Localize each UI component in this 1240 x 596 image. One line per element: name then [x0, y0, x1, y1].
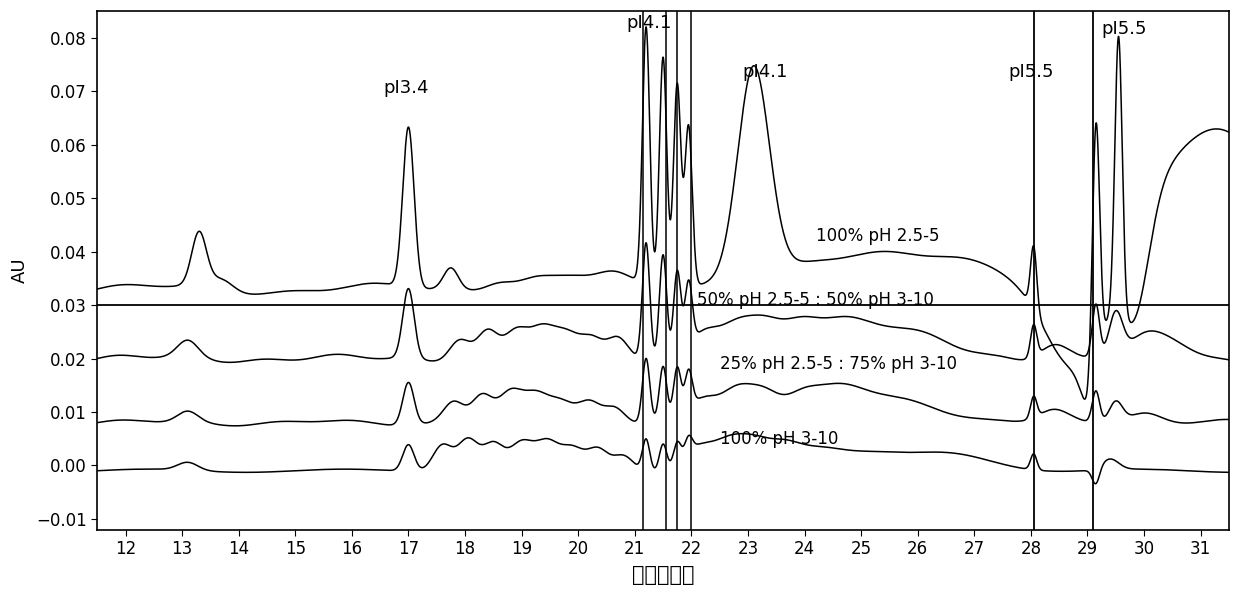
Text: 25% pH 2.5-5 : 75% pH 3-10: 25% pH 2.5-5 : 75% pH 3-10 [719, 355, 956, 373]
Text: 100% pH 2.5-5: 100% pH 2.5-5 [816, 226, 940, 244]
Text: pI3.4: pI3.4 [383, 79, 429, 97]
Text: pI5.5: pI5.5 [1008, 63, 1054, 80]
Y-axis label: AU: AU [11, 257, 29, 283]
Text: pI5.5: pI5.5 [1101, 20, 1147, 38]
Text: pI4.1: pI4.1 [626, 14, 672, 33]
Text: pI4.1: pI4.1 [743, 63, 787, 80]
X-axis label: 时间（分）: 时间（分） [632, 565, 694, 585]
Text: 50% pH 2.5-5 : 50% pH 3-10: 50% pH 2.5-5 : 50% pH 3-10 [697, 291, 934, 309]
Text: 100% pH 3-10: 100% pH 3-10 [719, 430, 838, 448]
